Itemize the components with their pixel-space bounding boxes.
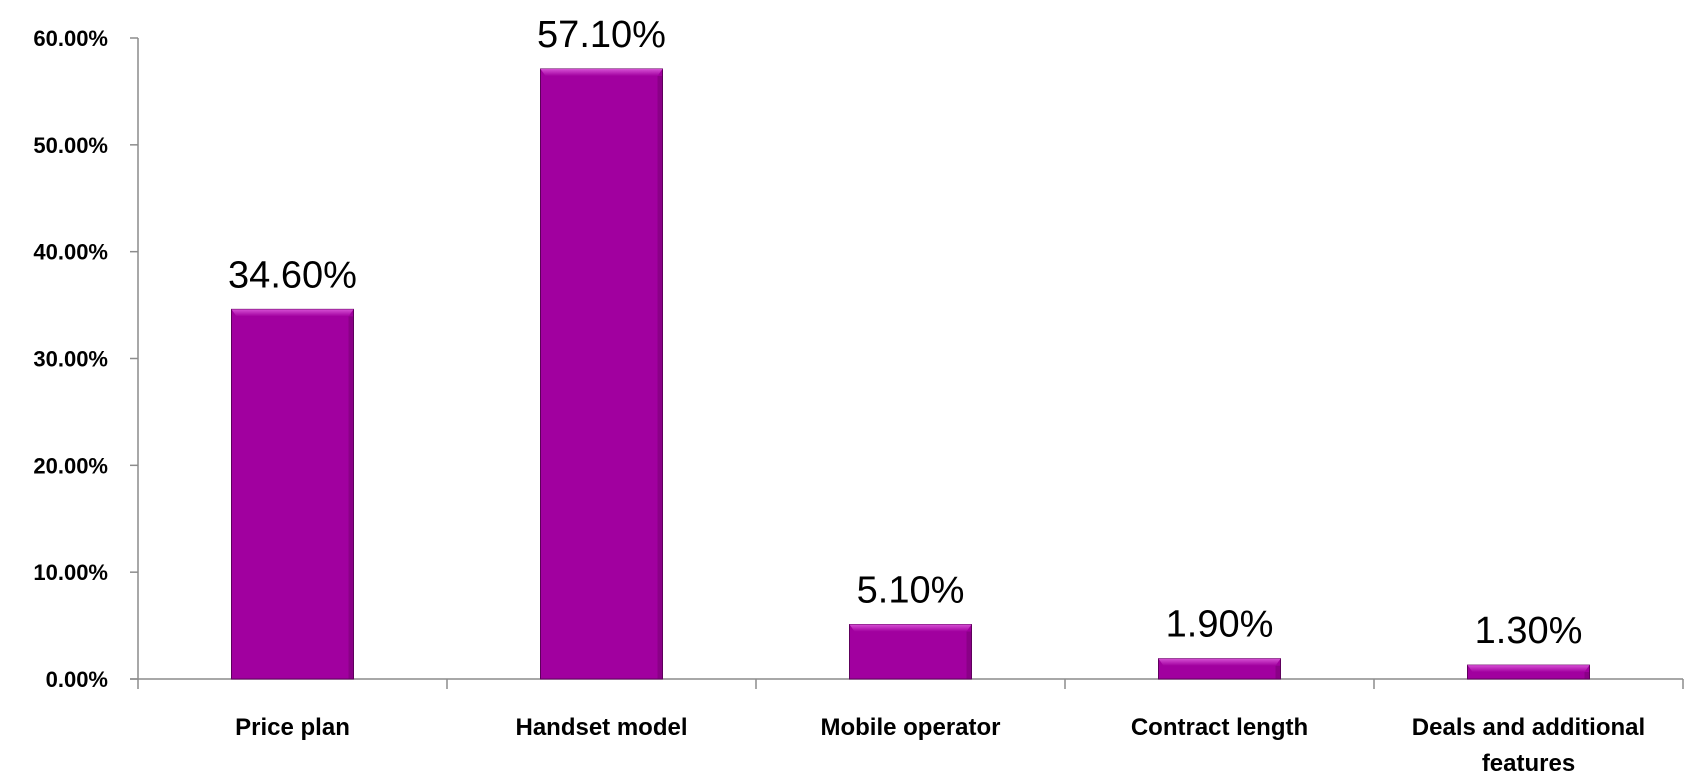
x-category-label-line: Contract length bbox=[1131, 714, 1308, 741]
y-tick-label: 10.00% bbox=[33, 560, 108, 585]
bar-side-shade bbox=[1584, 672, 1590, 679]
y-tick-label: 20.00% bbox=[33, 453, 108, 478]
data-label: 1.30% bbox=[1475, 610, 1583, 652]
y-tick-label: 60.00% bbox=[33, 26, 108, 51]
x-category-label: Mobile operator bbox=[820, 714, 1000, 741]
data-label: 1.90% bbox=[1166, 604, 1274, 646]
bar-bevel bbox=[540, 68, 663, 76]
y-tick-label: 30.00% bbox=[33, 347, 108, 372]
x-category-label-line: Mobile operator bbox=[820, 714, 1000, 741]
y-tick-label: 0.00% bbox=[46, 667, 108, 692]
data-label: 5.10% bbox=[857, 570, 965, 612]
y-tick-label: 40.00% bbox=[33, 240, 108, 265]
x-category-label-line: features bbox=[1482, 750, 1575, 777]
bar-side-shade bbox=[657, 75, 663, 679]
bar-group bbox=[540, 68, 663, 680]
data-label: 57.10% bbox=[537, 14, 666, 56]
bar bbox=[540, 68, 663, 680]
x-category-label-line: Handset model bbox=[515, 714, 687, 741]
bar bbox=[231, 308, 354, 680]
bar-bevel bbox=[849, 624, 972, 632]
bar-bevel bbox=[1467, 665, 1590, 673]
bar-side-shade bbox=[348, 316, 354, 679]
bar bbox=[849, 624, 972, 680]
y-tick-label: 50.00% bbox=[33, 133, 108, 158]
x-category-label-line: Price plan bbox=[235, 714, 350, 741]
data-label: 34.60% bbox=[228, 254, 357, 296]
x-category-label: Price plan bbox=[235, 714, 350, 741]
x-category-label: Deals and additional features bbox=[1412, 714, 1645, 777]
x-category-label-line: Deals and additional bbox=[1412, 714, 1645, 741]
bar-bevel bbox=[1158, 658, 1281, 666]
bar-bevel bbox=[231, 309, 354, 317]
bar-group bbox=[1467, 664, 1590, 680]
x-category-label: Handset model bbox=[515, 714, 687, 741]
x-category-label: Contract length bbox=[1131, 714, 1308, 741]
bar-side-shade bbox=[1275, 665, 1281, 679]
bar-group bbox=[231, 308, 354, 680]
bar-side-shade bbox=[966, 631, 972, 679]
bar-group bbox=[1158, 658, 1281, 680]
bar-group bbox=[849, 624, 972, 680]
